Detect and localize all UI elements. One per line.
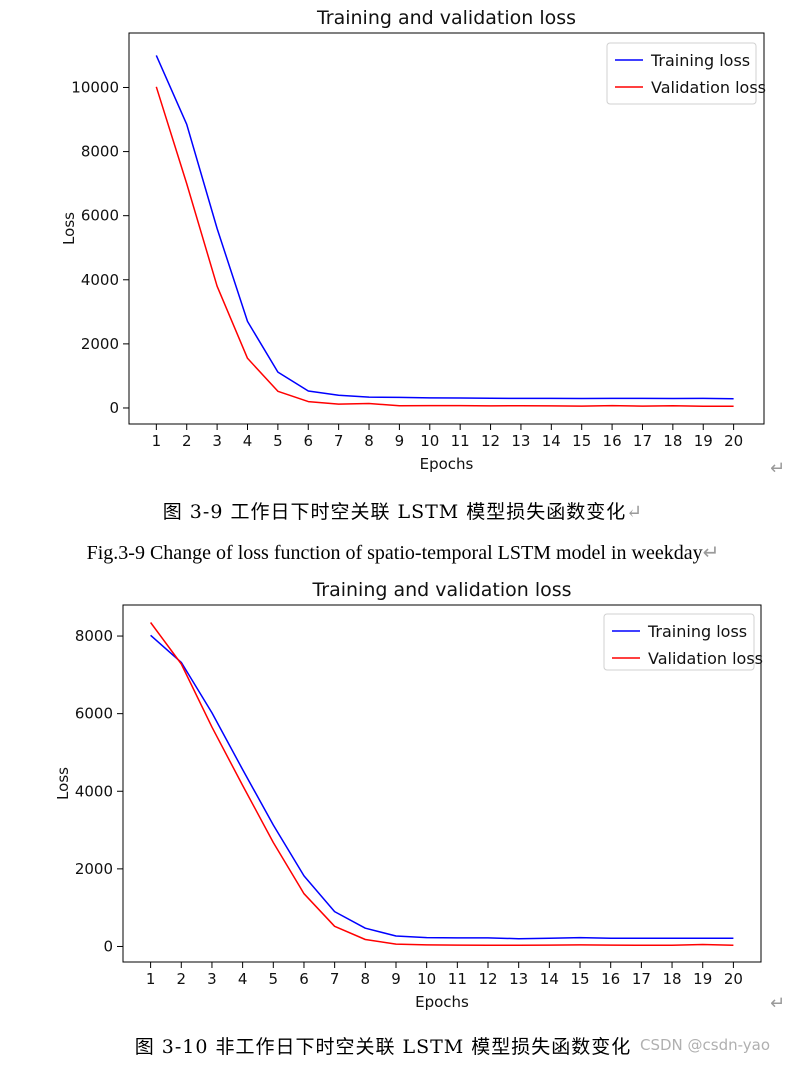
x-tick-label: 5 [269, 970, 279, 988]
y-tick-label: 4000 [75, 782, 113, 800]
x-tick-label: 15 [570, 970, 589, 988]
x-tick-label: 13 [509, 970, 528, 988]
y-axis-label: Loss [54, 767, 72, 800]
x-tick-label: 13 [511, 432, 530, 450]
x-tick-label: 10 [420, 432, 439, 450]
x-tick-label: 16 [601, 970, 620, 988]
plot-frame [128, 32, 765, 425]
legend-label-training: Training loss [647, 622, 747, 641]
legend-box [606, 42, 757, 105]
x-tick-label: 9 [391, 970, 401, 988]
x-tick-label: 17 [632, 970, 651, 988]
x-tick-label: 12 [481, 432, 500, 450]
x-tick-label: 20 [724, 970, 743, 988]
figure-caption-en-1: Fig.3-9 Change of loss function of spati… [0, 540, 806, 565]
return-mark: ↵ [702, 542, 720, 564]
y-tick-label: 2000 [81, 335, 119, 353]
return-mark: ↵ [770, 993, 786, 1014]
return-mark: ↵ [770, 458, 786, 479]
x-tick-label: 4 [243, 432, 253, 450]
x-tick-label: 11 [448, 970, 467, 988]
x-tick-label: 9 [395, 432, 405, 450]
x-tick-label: 2 [182, 432, 192, 450]
legend-label-training: Training loss [650, 51, 750, 70]
x-tick-label: 6 [303, 432, 313, 450]
figure-caption-cn-1-text: 图 3-9 工作日下时空关联 LSTM 模型损失函数变化 [162, 501, 627, 523]
legend-label-validation: Validation loss [651, 78, 766, 97]
y-tick-label: 4000 [81, 271, 119, 289]
x-tick-label: 14 [540, 970, 559, 988]
y-tick-label: 8000 [75, 627, 113, 645]
x-tick-label: 19 [693, 970, 712, 988]
x-tick-label: 20 [724, 432, 743, 450]
y-tick-label: 8000 [81, 143, 119, 161]
y-axis-label: Loss [60, 212, 78, 245]
return-mark: ↵ [626, 501, 644, 523]
training-loss-line [150, 634, 734, 940]
legend: Training loss Validation loss [606, 42, 766, 105]
x-tick-label: 12 [478, 970, 497, 988]
training-loss-line [155, 55, 734, 400]
y-tick-label: 10000 [71, 78, 119, 96]
x-tick-label: 1 [146, 970, 156, 988]
x-axis-label: Epochs [420, 455, 474, 473]
x-tick-label: 18 [663, 432, 682, 450]
x-tick-label: 4 [238, 970, 248, 988]
x-tick-label: 6 [299, 970, 309, 988]
x-tick-label: 3 [212, 432, 222, 450]
x-tick-label: 19 [694, 432, 713, 450]
x-tick-label: 15 [572, 432, 591, 450]
x-tick-label: 11 [451, 432, 470, 450]
y-tick-label: 6000 [81, 207, 119, 225]
legend-label-validation: Validation loss [648, 649, 763, 668]
x-tick-label: 5 [273, 432, 283, 450]
x-tick-label: 1 [152, 432, 162, 450]
x-tick-label: 10 [417, 970, 436, 988]
chart-title: Training and validation loss [311, 579, 571, 601]
validation-loss-line [149, 622, 734, 947]
x-tick-label: 18 [663, 970, 682, 988]
y-tick-label: 6000 [75, 705, 113, 723]
x-tick-label: 7 [334, 432, 344, 450]
figure-caption-cn-1: 图 3-9 工作日下时空关联 LSTM 模型损失函数变化↵ [0, 497, 806, 524]
y-tick-label: 0 [103, 937, 113, 955]
x-axis-label: Epochs [415, 993, 469, 1011]
figure-caption-cn-2-text: 图 3-10 非工作日下时空关联 LSTM 模型损失函数变化 [134, 1036, 632, 1058]
figure-caption-cn-2: 图 3-10 非工作日下时空关联 LSTM 模型损失函数变化 [0, 1032, 786, 1059]
x-tick-label: 14 [542, 432, 561, 450]
watermark: CSDN @csdn-yao [640, 1036, 771, 1054]
plot-frame [122, 604, 762, 963]
legend: Training loss Validation loss [603, 613, 763, 671]
validation-loss-line [155, 86, 734, 407]
y-tick-label: 2000 [75, 860, 113, 878]
x-tick-label: 17 [633, 432, 652, 450]
figure-caption-en-1-text: Fig.3-9 Change of loss function of spati… [86, 542, 703, 564]
x-tick-label: 8 [364, 432, 374, 450]
x-tick-label: 16 [603, 432, 622, 450]
x-tick-label: 8 [361, 970, 371, 988]
legend-box [603, 613, 755, 671]
chart-title: Training and validation loss [316, 7, 576, 29]
y-tick-label: 0 [109, 399, 119, 417]
x-tick-label: 7 [330, 970, 340, 988]
x-tick-label: 3 [207, 970, 217, 988]
x-tick-label: 2 [177, 970, 187, 988]
